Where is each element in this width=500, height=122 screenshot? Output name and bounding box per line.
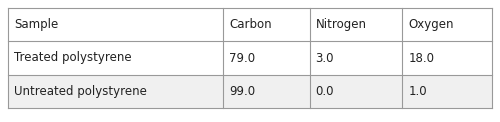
Text: 3.0: 3.0 bbox=[316, 51, 334, 65]
Text: 0.0: 0.0 bbox=[316, 85, 334, 98]
Text: 79.0: 79.0 bbox=[230, 51, 256, 65]
Bar bbox=[8, 75, 492, 108]
Text: 1.0: 1.0 bbox=[408, 85, 427, 98]
Text: Sample: Sample bbox=[14, 18, 58, 31]
Text: 18.0: 18.0 bbox=[408, 51, 434, 65]
Text: Treated polystyrene: Treated polystyrene bbox=[14, 51, 132, 65]
Bar bbox=[8, 8, 492, 41]
Bar bbox=[8, 41, 492, 75]
Text: Nitrogen: Nitrogen bbox=[316, 18, 366, 31]
Text: Oxygen: Oxygen bbox=[408, 18, 454, 31]
Text: Carbon: Carbon bbox=[230, 18, 272, 31]
Text: Untreated polystyrene: Untreated polystyrene bbox=[14, 85, 147, 98]
Text: 99.0: 99.0 bbox=[230, 85, 256, 98]
